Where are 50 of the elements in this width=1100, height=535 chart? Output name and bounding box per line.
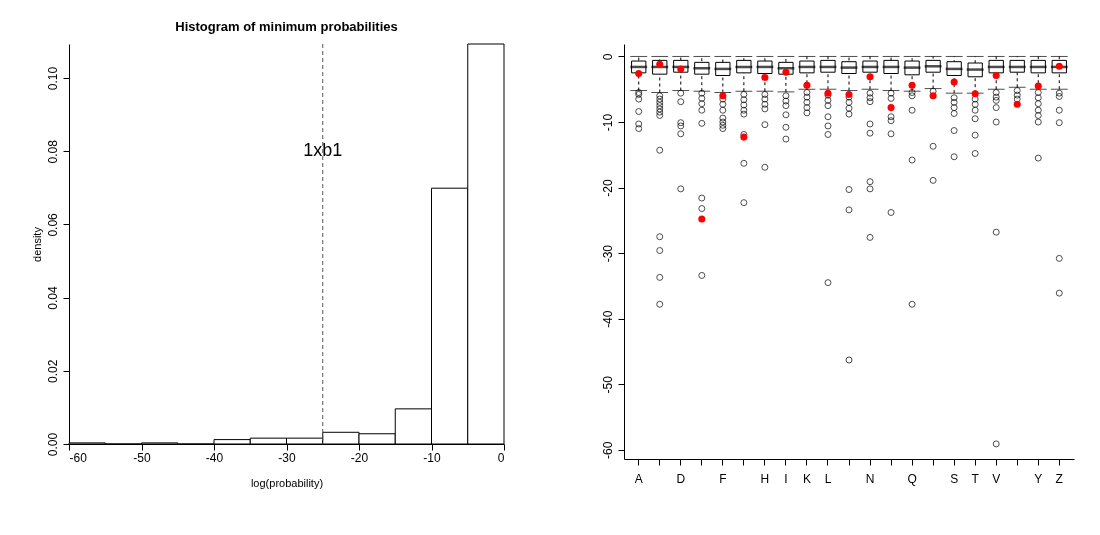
point: [698, 215, 706, 223]
point: [635, 69, 643, 78]
x-tick-label: L: [824, 471, 832, 486]
x-tick-label: T: [971, 471, 980, 486]
x-tick-label: K: [802, 471, 811, 486]
x-tick-label: H: [760, 471, 770, 486]
y-tick-label: 0.02: [45, 359, 60, 383]
point: [761, 73, 769, 81]
y-tick-label: 0: [600, 53, 615, 61]
y-tick-label: 0.00: [45, 432, 60, 457]
y-tick-label: -10: [600, 113, 615, 132]
x-tick-label: Z: [1055, 471, 1063, 486]
point: [1034, 82, 1042, 90]
x-tick-label: -50: [133, 450, 151, 465]
x-tick-label: S: [950, 471, 959, 486]
x-tick-label: -10: [423, 450, 441, 465]
x-axis-title: log(probability): [250, 476, 324, 489]
point: [908, 81, 916, 89]
x-tick-label: A: [634, 471, 643, 486]
point: [887, 104, 895, 112]
point: [971, 90, 979, 98]
x-tick-label: N: [865, 471, 875, 486]
y-tick-label: 0.10: [45, 66, 60, 91]
y-axis-title: density: [30, 226, 43, 262]
x-tick-label: F: [719, 471, 727, 486]
annotation: 1xb1: [303, 140, 343, 161]
y-tick-label: -40: [600, 310, 615, 328]
y-tick-label: 0.06: [45, 212, 60, 237]
x-tick-label: -40: [205, 450, 224, 465]
y-tick-label: -20: [600, 179, 615, 197]
x-tick-label: 0: [497, 450, 505, 465]
x-tick-label: -20: [350, 450, 369, 465]
point: [866, 73, 874, 81]
y-tick-label: 0.04: [45, 286, 60, 310]
y-tick-label: -50: [600, 375, 615, 394]
x-tick-label: D: [676, 471, 686, 486]
x-tick-label: I: [784, 471, 788, 486]
y-tick-label: 0.08: [45, 139, 60, 164]
point: [929, 92, 937, 100]
point: [803, 81, 811, 89]
x-tick-label: -30: [278, 450, 296, 465]
point: [992, 71, 1000, 79]
point: [1013, 100, 1021, 108]
x-tick-label: V: [992, 471, 1001, 486]
x-tick-label: Q: [907, 471, 917, 486]
x-tick-label: -60: [69, 450, 88, 465]
point: [950, 78, 958, 86]
y-tick-label: -30: [600, 244, 615, 263]
chart-title: Histogram of minimum probabilities: [175, 18, 398, 34]
x-tick-label: Y: [1034, 471, 1043, 486]
